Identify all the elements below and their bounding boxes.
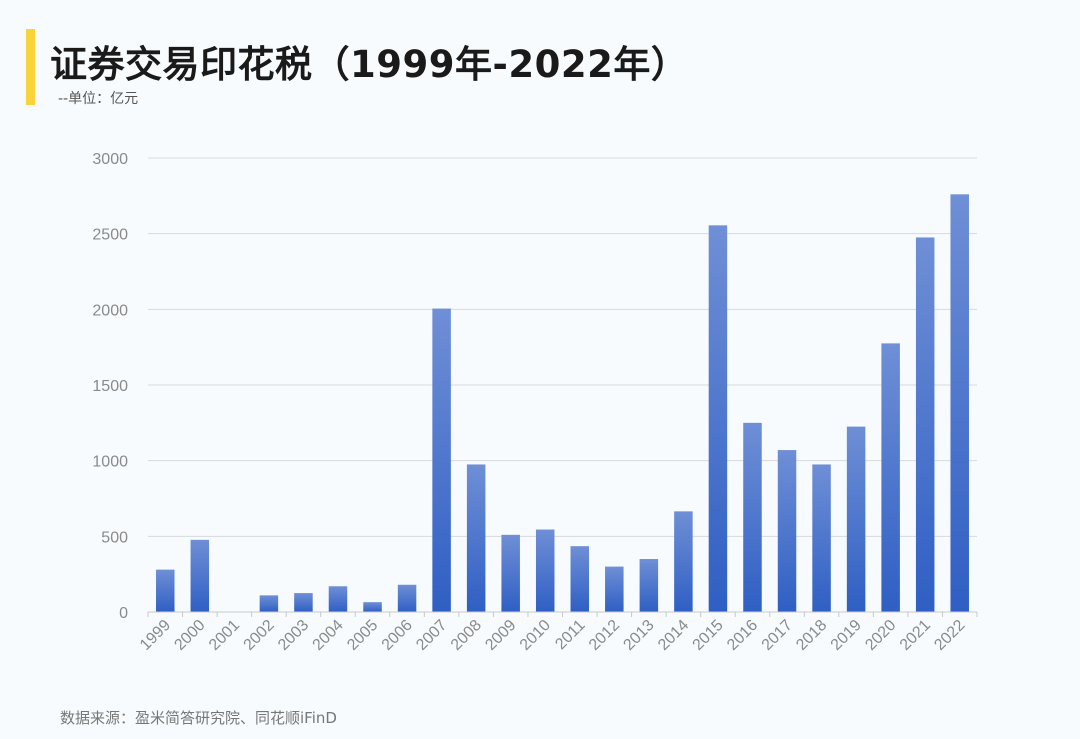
bar-2013 (639, 559, 659, 612)
unit-note: --单位：亿元 (58, 91, 139, 107)
x-tick-label: 2017 (759, 617, 796, 654)
bar-2021 (915, 237, 935, 612)
data-source: 数据来源：盈米简答研究院、同花顺iFinD (60, 709, 337, 727)
bar-2007 (432, 308, 451, 612)
x-tick-label: 2010 (517, 617, 554, 654)
y-tick-label: 1000 (92, 454, 128, 471)
chart-title: 证券交易印花税（1999年-2022年） (50, 43, 689, 86)
bar-2004 (328, 586, 348, 612)
x-tick-label: 2016 (724, 617, 761, 654)
bar-2022 (950, 194, 969, 612)
x-tick-label: 2014 (655, 617, 692, 654)
x-tick-label: 2001 (206, 617, 243, 654)
bar-2011 (570, 546, 590, 612)
bar-2006 (397, 584, 417, 612)
bar-2020 (881, 343, 900, 612)
y-tick-label: 0 (119, 605, 128, 622)
bars (156, 194, 969, 613)
bar-2003 (294, 593, 313, 612)
bar-2012 (605, 566, 624, 612)
x-tick-label: 2006 (379, 617, 416, 654)
bar-2014 (674, 511, 693, 612)
bar-2010 (535, 529, 555, 612)
bar-1999 (156, 569, 175, 612)
x-tick-label: 2011 (552, 617, 588, 653)
bar-chart: 0500100015002000250030001999200020012002… (92, 151, 978, 654)
x-tick-label: 2004 (310, 617, 347, 654)
bar-2008 (466, 464, 486, 612)
y-tick-label: 2500 (92, 227, 128, 244)
bar-2000 (190, 539, 210, 612)
x-tick-label: 2013 (620, 617, 657, 654)
bar-2002 (259, 595, 279, 612)
bar-2005 (363, 602, 382, 612)
x-tick-label: 2018 (793, 617, 830, 654)
bar-2018 (812, 464, 831, 612)
y-tick-label: 1500 (92, 378, 128, 395)
x-tick-label: 2003 (275, 617, 312, 654)
x-tick-label: 1999 (137, 617, 174, 654)
title-accent-bar (26, 29, 35, 105)
bar-2017 (777, 450, 797, 612)
bar-2019 (846, 426, 866, 612)
y-tick-label: 3000 (92, 151, 128, 168)
x-tick-label: 2007 (413, 617, 450, 654)
x-tick-label: 2002 (241, 617, 278, 654)
x-tick-label: 2009 (482, 617, 519, 654)
x-tick-label: 2005 (344, 617, 381, 654)
x-tick-label: 2012 (586, 617, 623, 654)
x-tick-label: 2008 (448, 617, 485, 654)
bar-2015 (708, 225, 728, 613)
axes: 0500100015002000250030001999200020012002… (92, 151, 978, 654)
y-tick-label: 2000 (92, 302, 128, 319)
x-tick-label: 2020 (862, 617, 899, 654)
x-tick-label: 2015 (690, 617, 727, 654)
x-tick-label: 2000 (171, 617, 208, 654)
y-tick-label: 500 (101, 529, 128, 546)
bar-2009 (501, 534, 520, 612)
x-tick-label: 2022 (931, 617, 968, 654)
x-tick-label: 2021 (897, 617, 934, 654)
x-tick-label: 2019 (828, 617, 865, 654)
bar-2016 (743, 422, 762, 612)
